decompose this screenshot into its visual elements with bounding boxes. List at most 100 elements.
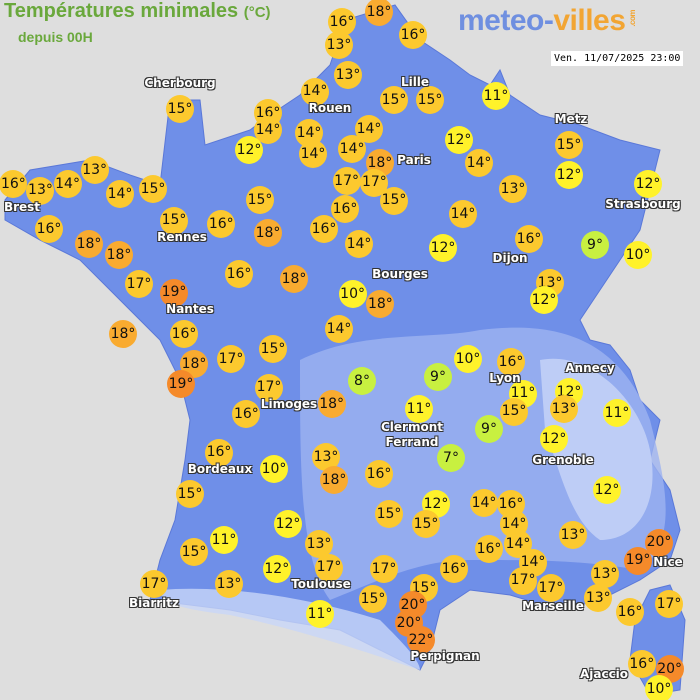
temperature-marker[interactable]: 16° (310, 215, 338, 243)
temperature-marker[interactable]: 18° (105, 241, 133, 269)
temperature-marker[interactable]: 18° (254, 219, 282, 247)
temperature-marker[interactable]: 16° (331, 195, 359, 223)
temperature-marker[interactable]: 10° (338, 280, 367, 308)
temperature-marker[interactable]: 16° (515, 225, 543, 253)
temperature-marker[interactable]: 16° (497, 348, 525, 376)
temperature-marker[interactable]: 15° (380, 86, 408, 114)
temperature-marker[interactable]: 14° (299, 140, 327, 168)
temperature-marker[interactable]: 17° (332, 167, 361, 195)
temperature-marker[interactable]: 15° (555, 131, 583, 159)
temperature-marker[interactable]: 17° (140, 570, 168, 598)
temperature-marker[interactable]: 10° (645, 675, 673, 700)
meteo-villes-logo[interactable]: meteo-villes .com (458, 4, 637, 38)
temperature-marker[interactable]: 14° (295, 119, 323, 147)
temperature-marker[interactable]: 13° (215, 570, 243, 598)
temperature-marker[interactable]: 18° (75, 230, 103, 258)
temperature-marker[interactable]: 15° (500, 397, 528, 426)
temperature-marker[interactable]: 19° (167, 370, 195, 398)
temperature-marker[interactable]: 8° (348, 367, 376, 395)
temperature-marker[interactable]: 18° (109, 320, 137, 348)
temperature-marker[interactable]: 12° (555, 161, 583, 189)
temperature-marker[interactable]: 9° (424, 363, 452, 391)
temperature-marker[interactable]: 18° (365, 0, 393, 26)
temperature-marker[interactable]: 15° (416, 86, 444, 114)
temperature-marker[interactable]: 16° (627, 650, 656, 678)
temperature-marker[interactable]: 14° (465, 149, 493, 177)
temperature-marker[interactable]: 22° (407, 626, 435, 655)
temperature-marker[interactable]: 14° (338, 135, 367, 163)
temperature-marker[interactable]: 18° (180, 350, 208, 378)
temperature-marker[interactable]: 15° (180, 538, 208, 566)
temperature-marker[interactable]: 17° (370, 555, 398, 583)
temperature-marker[interactable]: 11° (482, 82, 510, 110)
temperature-marker[interactable]: 12° (634, 170, 662, 198)
temperature-marker[interactable]: 15° (380, 186, 408, 215)
temperature-marker[interactable]: 19° (624, 546, 652, 575)
temperature-marker[interactable]: 13° (550, 395, 578, 423)
temperature-marker[interactable]: 16° (616, 598, 644, 626)
temperature-marker[interactable]: 13° (305, 530, 333, 558)
temperature-marker[interactable]: 15° (359, 585, 387, 613)
temperature-marker[interactable]: 17° (255, 373, 283, 402)
temperature-marker[interactable]: 10° (260, 455, 288, 483)
temperature-marker[interactable]: 12° (262, 555, 291, 583)
temperature-marker[interactable]: 16° (170, 320, 198, 348)
temperature-marker[interactable]: 13° (559, 521, 587, 549)
temperature-marker[interactable]: 15° (259, 335, 287, 363)
temperature-marker[interactable]: 19° (160, 278, 188, 307)
temperature-marker[interactable]: 15° (246, 186, 274, 214)
temperature-marker[interactable]: 12° (429, 234, 457, 262)
temperature-marker[interactable]: 9° (475, 415, 503, 443)
temperature-marker[interactable]: 18° (320, 466, 348, 494)
temperature-marker[interactable]: 12° (530, 286, 558, 314)
temperature-marker[interactable]: 15° (139, 175, 167, 203)
temperature-marker[interactable]: 16° (35, 215, 63, 243)
temperature-marker[interactable]: 12° (540, 425, 568, 453)
temperature-marker[interactable]: 14° (106, 180, 134, 208)
temperature-marker[interactable]: 17° (315, 553, 343, 582)
temperature-marker[interactable]: 17° (125, 270, 153, 298)
temperature-marker[interactable]: 20° (645, 528, 673, 557)
temperature-marker[interactable]: 14° (301, 77, 329, 106)
temperature-marker[interactable]: 16° (399, 21, 427, 49)
temperature-marker[interactable]: 11° (603, 399, 631, 427)
temperature-marker[interactable]: 15° (176, 480, 204, 508)
temperature-marker[interactable]: 13° (334, 61, 362, 89)
temperature-marker[interactable]: 12° (593, 476, 621, 504)
temperature-marker[interactable]: 10° (454, 345, 482, 373)
temperature-marker[interactable]: 17° (655, 590, 683, 618)
temperature-marker[interactable]: 10° (624, 241, 652, 269)
temperature-marker[interactable]: 13° (26, 176, 55, 205)
temperature-marker[interactable]: 11° (509, 379, 537, 408)
temperature-marker[interactable]: 15° (166, 95, 194, 123)
temperature-marker[interactable]: 11° (210, 526, 238, 554)
temperature-marker[interactable]: 15° (375, 500, 403, 528)
temperature-marker[interactable]: 13° (325, 31, 353, 59)
temperature-marker[interactable]: 16° (440, 555, 468, 583)
temperature-marker[interactable]: 7° (437, 444, 465, 472)
temperature-marker[interactable]: 16° (365, 460, 393, 488)
temperature-marker[interactable]: 13° (80, 156, 109, 184)
temperature-marker[interactable]: 16° (475, 535, 503, 563)
temperature-marker[interactable]: 13° (584, 584, 613, 612)
temperature-marker[interactable]: 11° (405, 395, 433, 423)
temperature-marker[interactable]: 17° (536, 574, 565, 602)
temperature-marker[interactable]: 17° (509, 566, 538, 595)
temperature-marker[interactable]: 18° (317, 390, 346, 418)
temperature-marker[interactable]: 14° (449, 200, 477, 228)
temperature-marker[interactable]: 18° (280, 265, 308, 293)
temperature-marker[interactable]: 16° (232, 400, 261, 428)
temperature-marker[interactable]: 18° (366, 290, 395, 318)
temperature-marker[interactable]: 13° (499, 175, 527, 203)
temperature-marker[interactable]: 12° (235, 136, 263, 164)
temperature-marker[interactable]: 14° (345, 230, 373, 258)
temperature-marker[interactable]: 15° (160, 206, 188, 235)
temperature-marker[interactable]: 16° (225, 260, 253, 288)
temperature-marker[interactable]: 12° (445, 126, 473, 154)
temperature-marker[interactable]: 11° (306, 600, 334, 628)
temperature-marker[interactable]: 12° (274, 510, 302, 538)
temperature-marker[interactable]: 9° (581, 231, 609, 259)
temperature-marker[interactable]: 16° (207, 210, 236, 238)
temperature-marker[interactable]: 13° (591, 560, 619, 588)
temperature-marker[interactable]: 14° (325, 315, 353, 343)
